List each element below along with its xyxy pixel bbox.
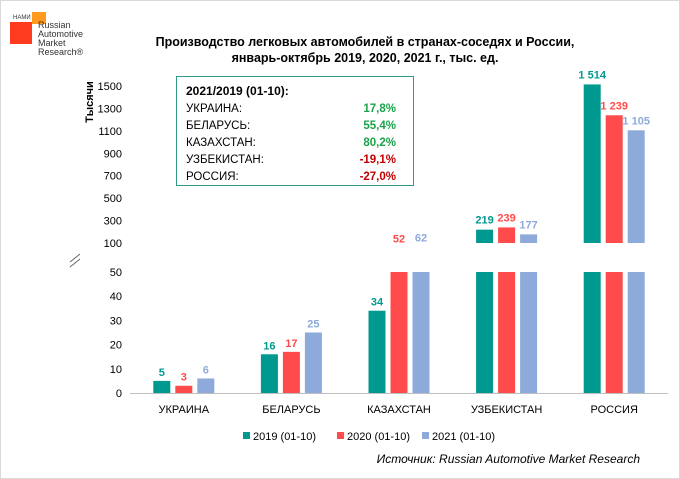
chart-title-line-1: Производство легковых автомобилей в стра…: [155, 35, 575, 49]
bar: [260, 354, 278, 393]
logo-red-square: [10, 22, 32, 44]
axis-break-mark: [69, 258, 81, 268]
y-tick-label: 1100: [98, 126, 122, 138]
logo-line-1: Russian: [38, 20, 71, 30]
data-label: 62: [415, 232, 427, 244]
data-label: 52: [393, 233, 405, 245]
y-tick-label: 100: [104, 238, 122, 250]
y-tick-label: 900: [104, 148, 122, 160]
bar: [627, 272, 645, 393]
legend-swatch: [422, 432, 429, 439]
data-label: 3: [181, 372, 187, 384]
legend-label: 2021 (01-10): [432, 431, 495, 443]
legend-label: 2019 (01-10): [253, 431, 316, 443]
info-country: КАЗАХСТАН:: [186, 137, 256, 149]
chart-title: Производство легковых автомобилей в стра…: [100, 34, 630, 66]
bar: [605, 272, 623, 393]
bar: [498, 227, 516, 243]
info-row-uzbekistan: УЗБЕКИСТАН: -19,1%: [186, 154, 396, 170]
logo-orange-square: [32, 12, 46, 24]
info-row-russia: РОССИЯ: -27,0%: [186, 171, 396, 187]
y-tick-label: 0: [116, 388, 122, 400]
info-row-ukraine: УКРАИНА: 17,8%: [186, 103, 396, 119]
chart-title-line-2: январь-октябрь 2019, 2020, 2021 г., тыс.…: [231, 51, 499, 65]
y-tick-label: 30: [110, 315, 122, 327]
bar: [498, 272, 516, 393]
info-value: 17,8%: [363, 103, 396, 115]
growth-info-box: 2021/2019 (01-10): УКРАИНА: 17,8% БЕЛАРУ…: [176, 76, 414, 186]
y-axis-title: Тысячи: [84, 81, 96, 123]
y-tick-label: 10: [110, 364, 122, 376]
data-label: 16: [263, 340, 275, 352]
bar: [520, 234, 538, 243]
bar: [627, 130, 645, 243]
x-tick-label: РОССИЯ: [591, 404, 638, 416]
legend-swatch: [337, 432, 344, 439]
info-value: -19,1%: [359, 154, 396, 166]
data-label: 239: [497, 212, 515, 224]
bar: [476, 272, 494, 393]
bar: [390, 272, 408, 393]
axis-break-mark: [69, 253, 81, 263]
data-label: 1 239: [600, 100, 628, 112]
info-row-belarus: БЕЛАРУСЬ: 55,4%: [186, 120, 396, 136]
info-value: 80,2%: [363, 137, 396, 149]
bar: [605, 115, 623, 243]
x-tick-label: КАЗАХСТАН: [367, 404, 431, 416]
y-tick-label: 40: [110, 291, 122, 303]
x-tick-label: БЕЛАРУСЬ: [262, 404, 320, 416]
bar: [583, 84, 601, 244]
info-country: БЕЛАРУСЬ:: [186, 120, 251, 132]
info-value: -27,0%: [359, 171, 396, 183]
logo-line-2: Automotive: [38, 29, 84, 39]
y-tick-label: 300: [104, 216, 122, 228]
x-tick-label: УКРАИНА: [159, 404, 210, 416]
info-country: УЗБЕКИСТАН:: [186, 154, 264, 166]
bar: [282, 351, 300, 393]
bar: [520, 272, 538, 393]
logo-line-3: Market: [38, 38, 66, 48]
y-tick-label: 1500: [98, 81, 122, 93]
bar: [583, 272, 601, 393]
info-country: УКРАИНА:: [186, 103, 243, 115]
logo-brand-text: Russian Automotive Market Research®: [38, 21, 98, 57]
source-note: Источник: Russian Automotive Market Rese…: [376, 452, 640, 466]
logo-nami-text: НАМИ: [13, 15, 31, 21]
data-label: 5: [159, 367, 165, 379]
data-label: 219: [475, 215, 493, 227]
y-tick-label: 20: [110, 340, 122, 352]
data-label: 6: [203, 364, 209, 376]
y-tick-label: 500: [104, 193, 122, 205]
bar: [197, 378, 215, 393]
data-label: 177: [519, 219, 537, 231]
bar: [153, 380, 171, 393]
info-country: РОССИЯ:: [186, 171, 239, 183]
x-tick-label: УЗБЕКИСТАН: [471, 404, 543, 416]
data-label: 17: [285, 338, 297, 350]
data-label: 1 105: [622, 115, 650, 127]
info-value: 55,4%: [363, 120, 396, 132]
data-label: 25: [307, 319, 319, 331]
nami-logo: НАМИ Russian Automotive Market Research®: [8, 8, 88, 64]
logo-line-4: Research®: [38, 47, 84, 57]
bar: [304, 332, 322, 393]
info-row-kazakhstan: КАЗАХСТАН: 80,2%: [186, 137, 396, 153]
bar: [412, 272, 430, 393]
y-tick-label: 700: [104, 171, 122, 183]
y-tick-label: 50: [110, 267, 122, 279]
bar: [368, 310, 386, 393]
y-tick-label: 1300: [98, 103, 122, 115]
legend-label: 2020 (01-10): [347, 431, 410, 443]
data-label: 1 514: [578, 69, 606, 81]
info-box-header: 2021/2019 (01-10):: [186, 84, 289, 98]
data-label: 34: [371, 297, 384, 309]
legend-swatch: [243, 432, 250, 439]
bar: [476, 229, 494, 243]
bar: [175, 385, 193, 393]
